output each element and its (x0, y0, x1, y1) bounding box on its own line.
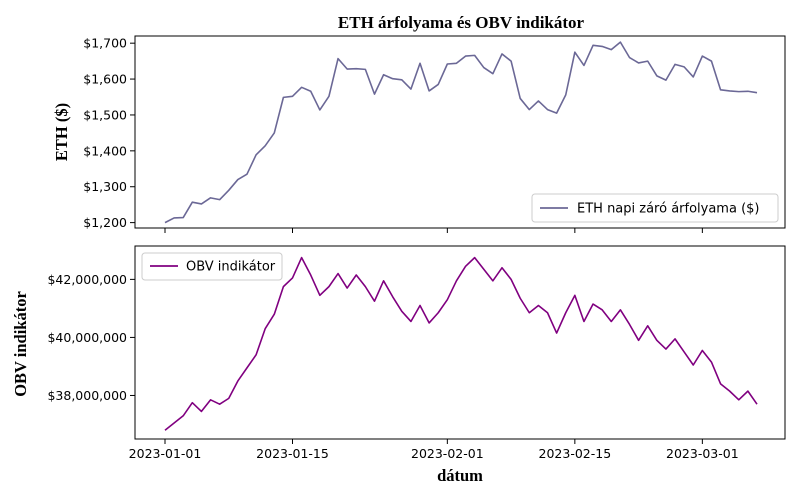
price-plot-frame (134, 35, 786, 229)
obv-legend-label: OBV indikátor (186, 260, 276, 275)
price-y-tick-label: $1,300 (83, 179, 127, 194)
obv-y-tick-label: $40,000,000 (47, 330, 127, 345)
obv-y-axis: $38,000,000 $40,000,000 $42,000,000 (47, 272, 135, 403)
price-legend-box (531, 193, 779, 223)
obv-y-tick-label: $42,000,000 (47, 272, 127, 287)
price-legend: ETH napi záró árfolyama ($) (531, 193, 779, 223)
obv-x-axis: 2023-01-01 2023-01-15 2023-02-01 2023-02-15… (129, 439, 739, 461)
price-y-tick-label: $1,200 (83, 215, 127, 230)
obv-x-tick-label: 2023-03-01 (666, 446, 739, 461)
price-y-tick-label: $1,700 (83, 36, 127, 51)
obv-x-tick-label: 2023-02-15 (539, 446, 612, 461)
price-panel: $1,200 $1,300 $1,400 $1,500 $1,600 $1,700 ETH… (52, 35, 786, 233)
obv-legend-box (141, 252, 283, 281)
price-y-tick-label: $1,500 (83, 107, 127, 122)
obv-series-line (164, 256, 758, 431)
x-axis-title: dátum (437, 466, 483, 485)
obv-legend: OBV indikátor (141, 252, 283, 281)
obv-panel: $38,000,000 $40,000,000 $42,000,000 2023-0… (11, 245, 786, 461)
price-y-tick-label: $1,400 (83, 143, 127, 158)
obv-plot-frame (134, 245, 786, 440)
obv-x-tick-label: 2023-01-15 (256, 446, 329, 461)
price-y-tick-label: $1,600 (83, 72, 127, 87)
obv-x-tick-label: 2023-01-01 (129, 446, 202, 461)
chart-title: ETH árfolyama és OBV indikátor (338, 13, 585, 32)
eth-price-series-line (164, 41, 758, 224)
price-y-axis-title: ETH ($) (52, 103, 71, 161)
price-x-axis-ticks (164, 228, 703, 233)
price-y-axis: $1,200 $1,300 $1,400 $1,500 $1,600 $1,700 (83, 36, 135, 230)
price-legend-label: ETH napi záró árfolyama ($) (577, 202, 760, 217)
obv-y-axis-title: OBV indikátor (11, 291, 30, 397)
obv-y-tick-label: $38,000,000 (47, 388, 127, 403)
obv-x-tick-label: 2023-02-01 (411, 446, 484, 461)
